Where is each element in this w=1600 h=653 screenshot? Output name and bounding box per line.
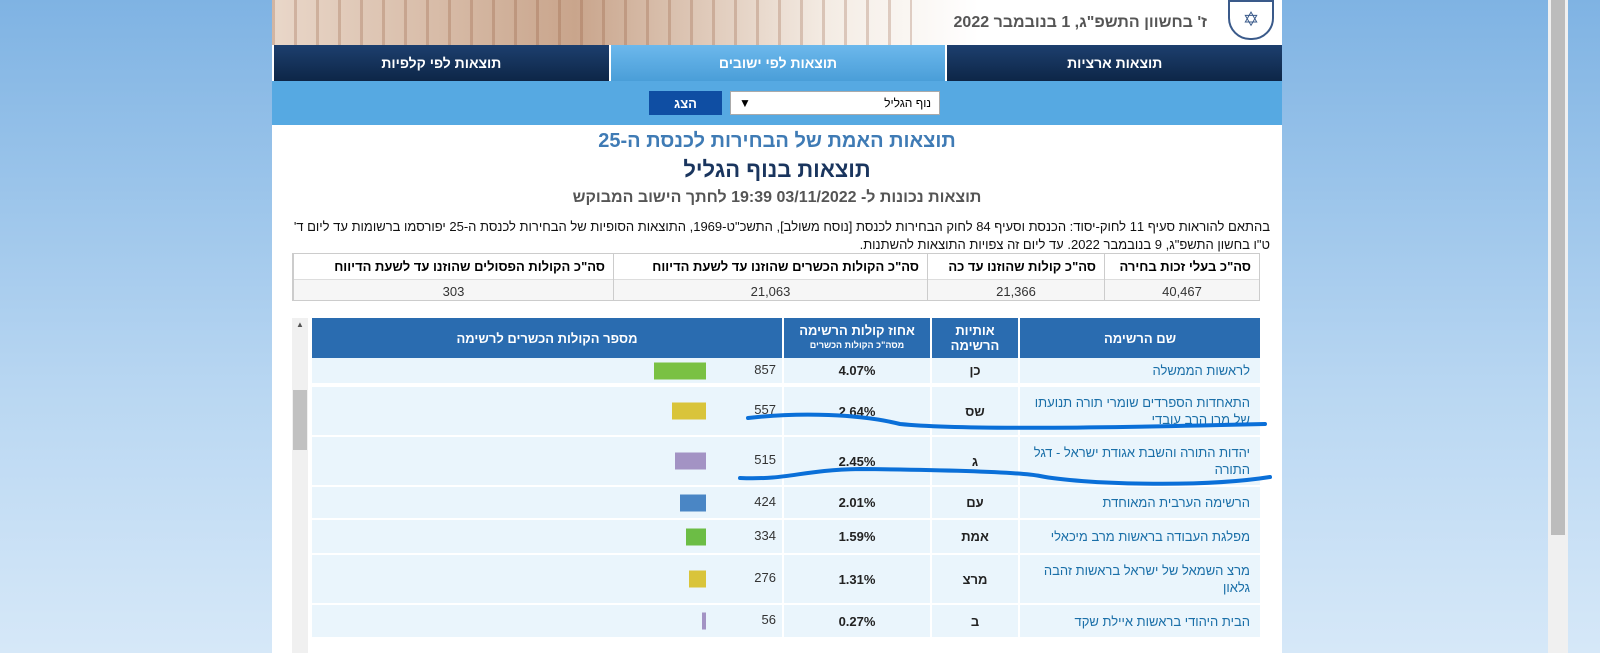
vote-bar (653, 362, 706, 379)
list-name[interactable]: לראשות הממשלה (1018, 358, 1260, 385)
tab-national-results[interactable]: תוצאות ארציות (945, 45, 1282, 81)
list-percent: 0.27% (782, 605, 930, 639)
vote-bar (685, 528, 706, 545)
list-name[interactable]: התאחדות הספרדים שומרי תורה תנועתו של מרן… (1018, 387, 1260, 437)
results-table: שם הרשימה אותיות הרשימה אחוז קולות הרשימ… (310, 318, 1260, 653)
list-name[interactable]: מרצ השמאל של ישראל בראשות זהבה גלאון (1018, 555, 1260, 605)
page-title: תוצאות האמת של הבחירות לכנסת ה-25 (598, 130, 956, 152)
vote-bar (689, 570, 706, 588)
list-percent: 4.07% (782, 358, 930, 385)
vote-bar (680, 494, 706, 511)
scroll-up-icon[interactable]: ▲ (296, 320, 304, 329)
header-list-name: שם הרשימה (1018, 318, 1260, 358)
list-name[interactable]: יהדות התורה והשבת אגודת ישראל - דגל התור… (1018, 437, 1260, 487)
summary-label: סה"כ הקולות הכשרים שהוזנו עד לשעת הדיווח (614, 254, 927, 280)
list-votes-cell: 515 (310, 437, 782, 487)
summary-valid: סה"כ הקולות הכשרים שהוזנו עד לשעת הדיווח… (613, 254, 927, 300)
vote-bar (674, 452, 706, 470)
chevron-down-icon: ▼ (739, 96, 751, 110)
show-button[interactable]: הצג (649, 91, 722, 115)
list-name[interactable]: מפלגת העבודה בראשות מרב מיכאלי (1018, 520, 1260, 555)
summary-eligible: סה"כ בעלי זכות בחירה 40,467 (1104, 254, 1259, 300)
list-percent: 2.64% (782, 387, 930, 437)
table-header: שם הרשימה אותיות הרשימה אחוז קולות הרשימ… (310, 318, 1260, 358)
header-percent-label: אחוז קולות הרשימה (799, 323, 915, 338)
summary-entered: סה"כ קולות שהוזנו עד כה 21,366 (927, 254, 1104, 300)
list-votes: 515 (754, 452, 776, 467)
header-date: ז' בחשוון התשפ"ג, 1 בנובמבר 2022 (953, 14, 1207, 31)
list-letters: ב (930, 605, 1018, 639)
page: ז' בחשוון התשפ"ג, 1 בנובמבר 2022 ✡ תוצאו… (271, 0, 1282, 653)
banner-image (272, 0, 912, 45)
header-percent-sub: מסה"כ הקולות הכשרים (809, 340, 905, 350)
list-votes-cell: 276 (310, 555, 782, 605)
tab-results-by-ballot-box[interactable]: תוצאות לפי קלפיות (271, 45, 609, 81)
main-nav: תוצאות ארציות תוצאות לפי ישובים תוצאות ל… (271, 45, 1282, 81)
summary-value: 21,366 (996, 284, 1036, 299)
header-letters: אותיות הרשימה (930, 318, 1018, 358)
table-row: התאחדות הספרדים שומרי תורה תנועתו של מרן… (310, 387, 1260, 437)
list-votes-cell: 857 (310, 358, 782, 385)
summary-label: סה"כ קולות שהוזנו עד כה (928, 254, 1104, 280)
list-votes: 334 (754, 527, 776, 543)
header-percent: אחוז קולות הרשימה מסה"כ הקולות הכשרים (782, 318, 930, 358)
locality-title: תוצאות בנוף הגליל (683, 157, 871, 182)
locality-select-value: נוף הגליל (884, 96, 931, 110)
table-row: מפלגת העבודה בראשות מרב מיכאלי אמת 1.59%… (310, 520, 1260, 555)
table-row: יהדות התורה והשבת אגודת ישראל - דגל התור… (310, 437, 1260, 487)
legal-notice: בהתאם להוראות סעיף 11 לחוק-יסוד: הכנסת ו… (293, 219, 1270, 252)
header-votes: מספר הקולות הכשרים לרשימה (310, 318, 782, 358)
filter-bar: נוף הגליל ▼ הצג (272, 81, 1282, 125)
list-letters: ג (930, 437, 1018, 487)
header-banner: ז' בחשוון התשפ"ג, 1 בנובמבר 2022 ✡ (272, 0, 1282, 45)
vote-bar (672, 402, 706, 420)
list-votes: 857 (754, 361, 776, 377)
summary-invalid: סה"כ הקולות הפסולים שהוזנו עד לשעת הדיוו… (293, 254, 613, 300)
list-votes-cell: 557 (310, 387, 782, 437)
list-votes: 276 (754, 570, 776, 585)
list-letters: עם (930, 487, 1018, 520)
list-letters: שס (930, 387, 1018, 437)
table-row: מרצ השמאל של ישראל בראשות זהבה גלאון מרצ… (310, 555, 1260, 605)
list-letters: כן (930, 358, 1018, 385)
list-percent: 2.45% (782, 437, 930, 487)
state-emblem-icon: ✡ (1228, 0, 1274, 40)
list-votes: 424 (754, 493, 776, 509)
summary-label: סה"כ הקולות הפסולים שהוזנו עד לשעת הדיוו… (294, 254, 613, 280)
summary-value: 21,063 (750, 284, 791, 299)
summary-value: 40,467 (1162, 284, 1202, 299)
list-percent: 1.59% (782, 520, 930, 555)
list-votes-cell: 56 (310, 605, 782, 639)
table-row: לראשות הממשלה כן 4.07% 857 (310, 358, 1260, 385)
list-votes-cell: 334 (310, 520, 782, 555)
list-votes: 56 (761, 612, 776, 627)
list-percent: 2.01% (782, 487, 930, 520)
list-letters: אמת (930, 520, 1018, 555)
list-name[interactable]: הבית היהודי בראשות איילת שקד (1018, 605, 1260, 639)
list-votes: 557 (754, 402, 776, 417)
table-row: הרשימה הערבית המאוחדת עם 2.01% 424 (310, 487, 1260, 520)
list-votes-cell: 424 (310, 487, 782, 520)
scroll-thumb[interactable] (293, 390, 307, 450)
summary-table: סה"כ בעלי זכות בחירה 40,467 סה"כ קולות שה… (292, 253, 1260, 301)
table-scrollbar[interactable]: ▲ (292, 318, 308, 653)
tab-results-by-locality[interactable]: תוצאות לפי ישובים (608, 45, 946, 81)
list-percent: 1.31% (782, 555, 930, 605)
locality-select[interactable]: נוף הגליל ▼ (730, 91, 940, 115)
vote-bar (702, 612, 706, 630)
page-scroll-thumb[interactable] (1551, 0, 1565, 535)
list-name[interactable]: הרשימה הערבית המאוחדת (1018, 487, 1260, 520)
as-of-timestamp: תוצאות נכונות ל- 03/11/2022 19:39 לחתך ה… (572, 189, 982, 206)
summary-value: 303 (442, 284, 465, 299)
summary-label: סה"כ בעלי זכות בחירה (1105, 254, 1259, 280)
list-letters: מרצ (930, 555, 1018, 605)
page-scrollbar[interactable] (1548, 0, 1568, 653)
table-row: הבית היהודי בראשות איילת שקד ב 0.27% 56 (310, 605, 1260, 639)
